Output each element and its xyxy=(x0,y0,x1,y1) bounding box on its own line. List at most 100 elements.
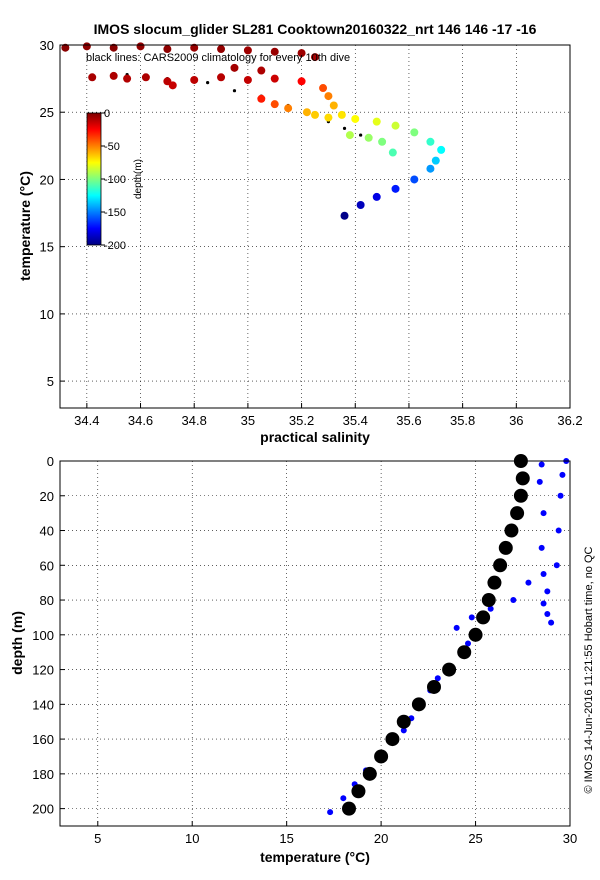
ts-x-tick-labels: 34.4 34.6 34.8 35 35.2 35.4 35.6 35.8 36 36.2 xyxy=(74,413,582,428)
ts-gridlines xyxy=(60,44,571,408)
depth-x-tick-label: 25 xyxy=(468,831,482,846)
depth-data-points xyxy=(327,458,570,816)
depth-climatology-point xyxy=(476,610,491,625)
depth-y-tick-label: 60 xyxy=(40,558,54,573)
colorbar-tick-label: -50 xyxy=(104,141,120,153)
depth-plot-frame xyxy=(59,460,571,827)
ts-climatology-point xyxy=(342,126,347,130)
ts-x-tick-label: 36.2 xyxy=(557,413,582,428)
ts-data-point xyxy=(329,101,338,110)
depth-data-point xyxy=(555,527,562,534)
depth-climatology-point xyxy=(442,662,457,677)
ts-x-tick-label: 34.8 xyxy=(182,413,207,428)
depth-data-point xyxy=(536,478,543,485)
depth-climatology-point xyxy=(515,471,530,486)
ts-x-tick-label: 35.8 xyxy=(450,413,475,428)
ts-data-point xyxy=(431,156,440,165)
depth-climatology-point xyxy=(427,679,441,694)
ts-data-point xyxy=(391,121,400,130)
colorbar-tick-label: -200 xyxy=(104,240,126,252)
ts-data-point xyxy=(109,71,118,80)
depth-x-axis-label: temperature (°C) xyxy=(260,849,370,865)
depth-climatology-point xyxy=(351,784,366,799)
ts-data-point xyxy=(351,114,360,123)
ts-data-point xyxy=(217,45,226,54)
depth-climatology-point xyxy=(513,488,528,503)
depth-climatology-point xyxy=(487,575,502,590)
depth-y-tick-label: 200 xyxy=(32,802,54,817)
ts-y-tick-label: 5 xyxy=(47,374,54,389)
ts-data-point xyxy=(284,104,293,113)
ts-climatology-point xyxy=(359,133,363,137)
ts-x-tick-label: 34.4 xyxy=(74,413,99,428)
depth-data-point xyxy=(465,640,471,647)
depth-climatology-point xyxy=(498,540,513,555)
depth-y-tick-label: 20 xyxy=(40,489,54,504)
ts-x-tick-label: 35.4 xyxy=(343,413,368,428)
depth-gridlines xyxy=(60,460,571,826)
depth-x-tick-label: 15 xyxy=(279,831,293,846)
depth-climatology-point xyxy=(362,766,377,781)
depth-y-tick-label: 80 xyxy=(40,593,54,608)
depth-data-point xyxy=(510,597,517,604)
depth-y-tick-label: 160 xyxy=(32,732,54,747)
ts-climatology-point xyxy=(232,89,237,93)
depth-data-point xyxy=(453,624,460,631)
ts-data-point xyxy=(168,81,177,90)
ts-y-tick-label: 30 xyxy=(40,38,54,53)
colorbar-tick-label: -100 xyxy=(104,174,126,186)
depth-data-point xyxy=(544,610,551,617)
ts-data-point xyxy=(356,200,365,209)
depth-y-axis-label: depth (m) xyxy=(9,611,25,675)
depth-y-tick-label: 120 xyxy=(32,663,54,678)
ts-data-point xyxy=(230,63,239,72)
ts-data-point xyxy=(270,74,279,83)
ts-y-tick-label: 20 xyxy=(40,172,54,187)
ts-data-point xyxy=(337,110,346,119)
colorbar-tick-label: -150 xyxy=(104,207,126,219)
ts-data-point xyxy=(302,108,311,117)
ts-data-point xyxy=(141,73,150,82)
depth-y-tick-label: 40 xyxy=(40,524,54,539)
depth-data-point xyxy=(538,461,545,468)
depth-data-point xyxy=(400,727,407,734)
ts-y-tick-label: 15 xyxy=(40,240,54,255)
ts-data-point xyxy=(257,66,266,75)
ts-data-point xyxy=(297,77,306,86)
ts-y-tick-label: 10 xyxy=(40,307,54,322)
depth-x-tick-label: 5 xyxy=(94,831,101,846)
ts-data-point xyxy=(345,131,354,140)
ts-y-tick-labels: 5 10 15 20 25 30 xyxy=(40,38,54,389)
ts-x-tick-label: 35.2 xyxy=(289,413,314,428)
ts-data-point xyxy=(319,84,328,93)
ts-x-axis-label: practical salinity xyxy=(260,429,370,445)
depth-data-point xyxy=(468,614,475,621)
ts-data-point xyxy=(388,148,397,157)
ts-data-point xyxy=(437,145,446,154)
ts-x-tick-label: 34.6 xyxy=(128,413,153,428)
credit-text: © IMOS 14-Jun-2016 11:21:55 Hobart time,… xyxy=(583,546,595,793)
depth-data-point xyxy=(540,600,547,607)
depth-y-tick-label: 140 xyxy=(32,697,54,712)
depth-data-point xyxy=(559,471,566,478)
ts-data-point xyxy=(82,42,91,51)
ts-data-point xyxy=(410,128,419,137)
ts-data-point xyxy=(61,43,70,52)
depth-climatology-point xyxy=(504,523,519,538)
ts-data-point xyxy=(190,75,199,84)
depth-data-point xyxy=(540,510,547,517)
depth-climatology-band xyxy=(342,454,530,816)
chart-title: IMOS slocum_glider SL281 Cooktown2016032… xyxy=(94,21,537,37)
ts-data-point xyxy=(217,73,226,82)
depth-data-point xyxy=(327,809,334,816)
depth-data-point xyxy=(525,579,532,586)
ts-data-point xyxy=(270,47,279,56)
ts-x-tick-label: 36 xyxy=(509,413,523,428)
ts-data-point xyxy=(243,75,252,84)
ts-data-point xyxy=(410,175,419,184)
ts-data-point xyxy=(378,137,387,146)
ts-data-point xyxy=(136,42,145,51)
ts-data-point xyxy=(88,73,97,82)
ts-data-point xyxy=(123,74,132,83)
ts-data-point xyxy=(163,45,172,54)
